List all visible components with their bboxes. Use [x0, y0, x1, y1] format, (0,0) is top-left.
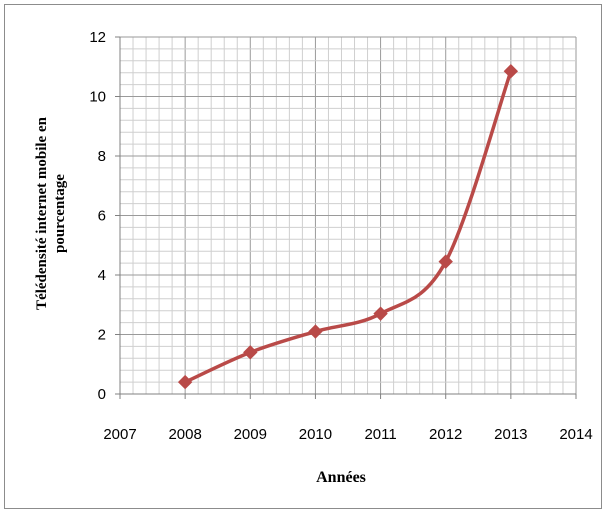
- chart-frame: [4, 4, 602, 509]
- axes: [115, 36, 577, 399]
- y-axis-title-line-2: pourcentage: [52, 174, 68, 253]
- data-point-marker: [243, 345, 258, 360]
- x-tick-label: 2011: [364, 426, 396, 443]
- series: [177, 64, 519, 390]
- data-point-marker: [503, 64, 519, 79]
- y-tick-label: 8: [98, 148, 106, 165]
- y-tick-label: 4: [98, 267, 106, 284]
- y-tick-label: 2: [98, 327, 106, 344]
- y-tick-label: 6: [98, 208, 106, 225]
- data-point-marker: [177, 374, 193, 390]
- data-point-marker: [373, 306, 388, 321]
- y-tick-label: 0: [98, 386, 106, 403]
- x-tick-label: 2010: [299, 426, 332, 443]
- y-axis-title: Télédensité internet mobile en pourcenta…: [34, 116, 68, 310]
- x-axis-title: Années: [316, 469, 366, 486]
- x-tick-label: 2012: [429, 426, 462, 443]
- x-tick-label: 2014: [559, 426, 592, 443]
- data-point-marker: [308, 324, 323, 339]
- x-tick-label: 2007: [103, 426, 136, 443]
- data-point-marker: [438, 254, 453, 269]
- x-tick-label: 2013: [494, 426, 527, 443]
- series-line: [183, 69, 513, 384]
- grid: [119, 36, 577, 395]
- x-tick-label: 2008: [168, 426, 201, 443]
- x-tick-label: 2009: [234, 426, 267, 443]
- y-tick-label: 10: [89, 89, 106, 106]
- y-tick-label: 12: [89, 29, 106, 46]
- tick-labels: 0 2 4 6 8 10 12 2007 2008 2009 2010 2011 2012 2013 201…: [89, 29, 592, 443]
- y-axis-title-line-1: Télédensité internet mobile en: [34, 116, 50, 310]
